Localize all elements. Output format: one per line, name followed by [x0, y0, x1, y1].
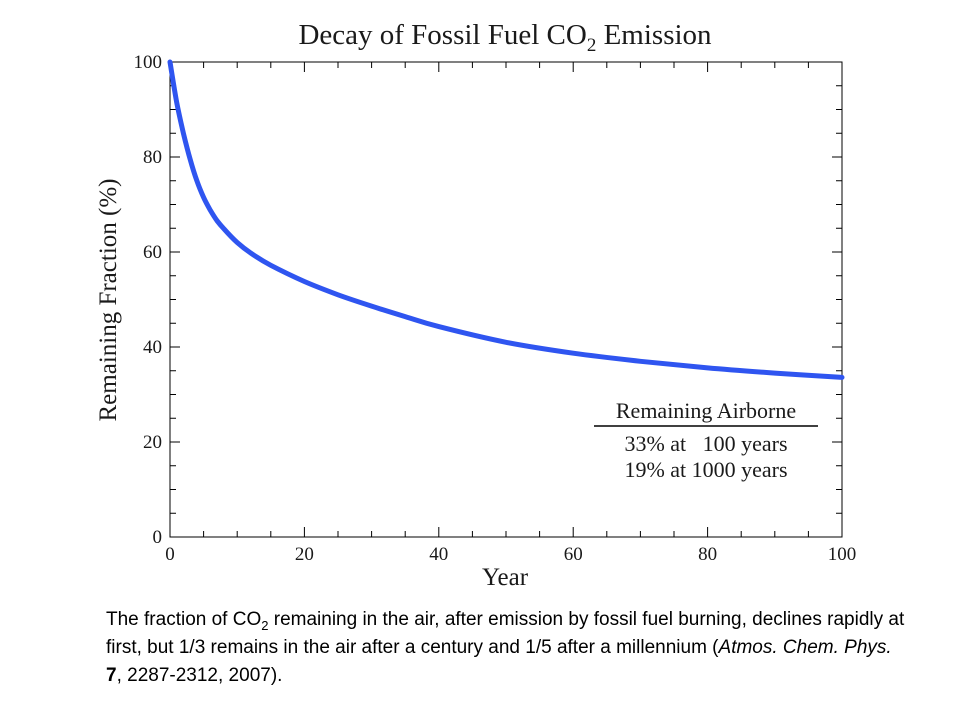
annotation-line-1: 33% at 100 years: [624, 431, 787, 456]
x-tick-label: 20: [295, 544, 314, 565]
x-tick-labels: 0 20 40 60 80 100: [165, 544, 856, 565]
x-tick-label: 0: [165, 544, 175, 565]
x-tick-label: 60: [564, 544, 583, 565]
y-tick-label: 100: [134, 52, 163, 73]
y-tick-label: 80: [143, 147, 162, 168]
series-line: [167, 59, 845, 380]
x-tick-label: 40: [429, 544, 448, 565]
y-tick-label: 20: [143, 432, 162, 453]
chart-title: Decay of Fossil Fuel CO2 Emission: [298, 19, 712, 56]
x-axis-label: Year: [482, 564, 529, 591]
x-tick-label: 80: [698, 544, 717, 565]
y-tick-label: 40: [143, 337, 162, 358]
annotation-box: Remaining Airborne 33% at 100 years 19% …: [594, 398, 818, 482]
x-tick-label: 100: [828, 544, 857, 565]
y-tick-label: 60: [143, 242, 162, 263]
decay-chart: Decay of Fossil Fuel CO2 Emission 0 20 40 6…: [95, 19, 856, 591]
y-tick-labels: 0 20 40 60 80 100: [134, 52, 163, 548]
y-tick-label: 0: [153, 527, 163, 548]
y-axis-label: Remaining Fraction (%): [95, 179, 122, 422]
annotation-line-2: 19% at 1000 years: [624, 457, 787, 482]
figure-caption: The fraction of CO2 remaining in the air…: [106, 609, 905, 686]
annotation-heading: Remaining Airborne: [616, 398, 796, 423]
